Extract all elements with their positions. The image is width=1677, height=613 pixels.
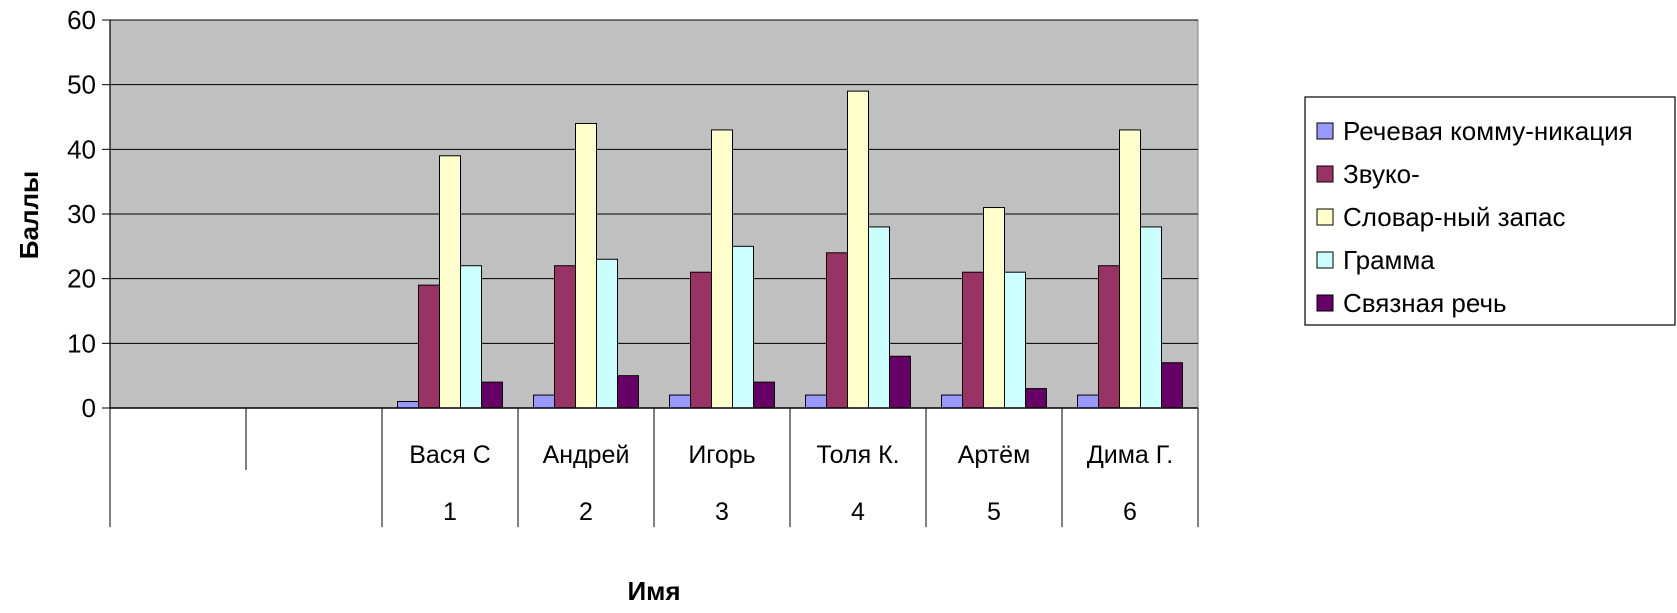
x-category-number: 3 (715, 498, 729, 526)
legend-label: Грамма (1343, 245, 1435, 275)
bar (941, 394, 963, 409)
y-tick-label: 60 (67, 5, 96, 35)
legend-label: Словар-ный запас (1343, 202, 1566, 232)
legend-swatch (1316, 165, 1334, 183)
bar (826, 252, 848, 409)
legend-swatch (1316, 122, 1334, 140)
x-category-label: Вася С (409, 441, 491, 469)
y-tick-label: 40 (67, 134, 96, 164)
bar (805, 394, 827, 409)
bar (1098, 265, 1120, 409)
x-category-number: 6 (1123, 498, 1137, 526)
x-category-number: 2 (579, 498, 593, 526)
bar (439, 155, 461, 409)
x-category-label: Толя К. (816, 441, 899, 469)
bar (481, 381, 503, 409)
x-category-number: 4 (851, 498, 865, 526)
bar (1161, 362, 1183, 409)
legend-swatch (1316, 294, 1334, 312)
y-tick-label: 20 (67, 264, 96, 294)
x-category-label: Игорь (688, 441, 755, 469)
x-category-label: Дима Г. (1087, 441, 1173, 469)
bar (962, 271, 984, 409)
bar (575, 122, 597, 409)
bar (617, 375, 639, 409)
legend-box (1304, 96, 1676, 326)
bar (1077, 394, 1099, 409)
legend-label: Речевая комму-никация (1343, 116, 1633, 146)
bar (397, 401, 419, 409)
bar (889, 355, 911, 409)
bar (1004, 271, 1026, 409)
bar (1140, 226, 1162, 409)
bar (533, 394, 555, 409)
bar (711, 129, 733, 409)
bar (669, 394, 691, 409)
bar (1025, 388, 1047, 409)
y-tick-label: 50 (67, 70, 96, 100)
bar (690, 271, 712, 409)
x-axis-title: Имя (627, 576, 680, 606)
y-tick-label: 10 (67, 328, 96, 358)
bar (868, 226, 890, 409)
x-category-label: Андрей (543, 441, 630, 469)
bar (847, 90, 869, 409)
x-category-label: Артём (958, 441, 1031, 469)
y-tick-label: 0 (82, 393, 96, 423)
legend-label: Звуко- (1343, 159, 1420, 189)
bar (460, 265, 482, 409)
x-category-number: 5 (987, 498, 1001, 526)
bar (983, 207, 1005, 409)
bar (732, 245, 754, 409)
legend-label: Связная речь (1343, 288, 1507, 318)
legend-swatch (1316, 251, 1334, 269)
y-axis-title: Баллы (14, 171, 44, 259)
bar (554, 265, 576, 409)
bar (596, 258, 618, 409)
legend-swatch (1316, 208, 1334, 226)
y-tick-label: 30 (67, 199, 96, 229)
x-category-number: 1 (443, 498, 457, 526)
bar (418, 284, 440, 409)
bar (1119, 129, 1141, 409)
bar (753, 381, 775, 409)
